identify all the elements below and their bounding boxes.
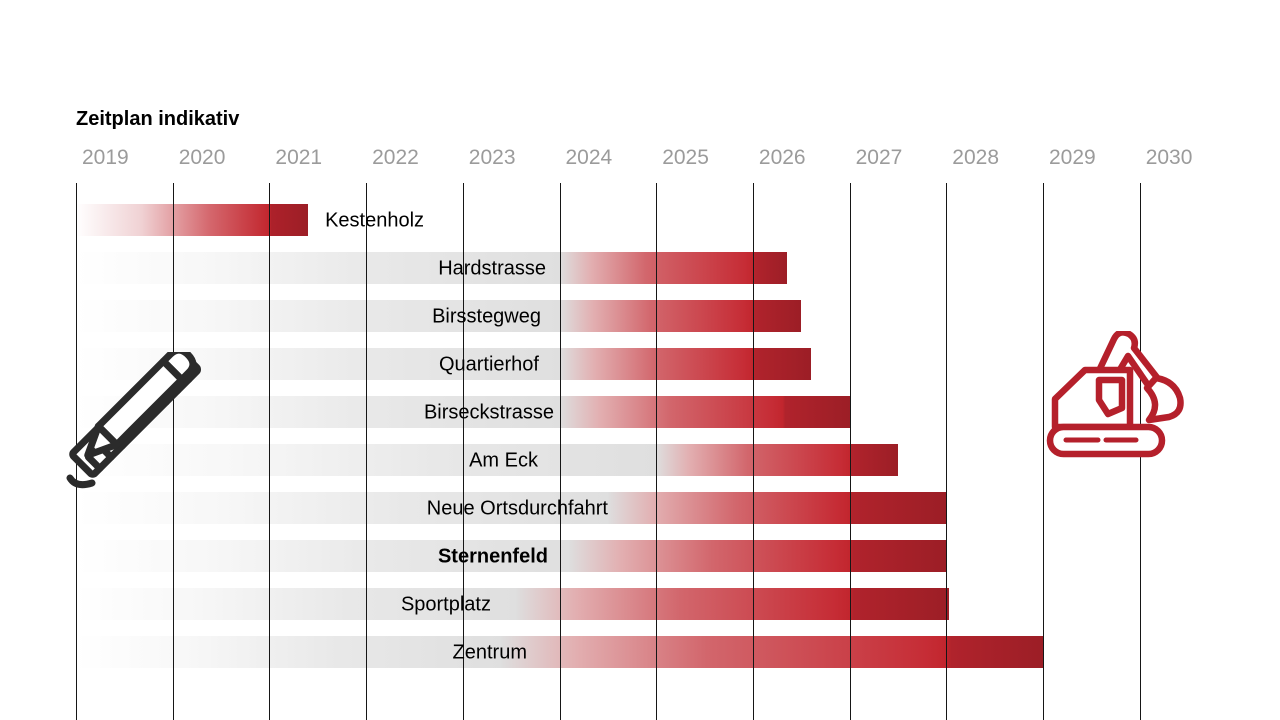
excavator-icon: [1046, 331, 1184, 458]
project-label: Sternenfeld: [437, 545, 548, 568]
year-label: 2024: [565, 146, 613, 169]
year-gridline: [366, 183, 368, 720]
project-label: Birsstegweg: [432, 305, 541, 328]
project-label: Birseckstrasse: [423, 401, 554, 424]
construction-bar: [559, 348, 811, 380]
project-label: Neue Ortsdurchfahrt: [426, 497, 608, 520]
construction-bar: [559, 252, 787, 284]
construction-bar: [607, 492, 947, 524]
chart-title: Zeitplan indikativ: [76, 108, 240, 130]
construction-bar: [76, 204, 309, 236]
construction-bar: [656, 444, 898, 476]
year-label: 2020: [178, 146, 226, 169]
project-label: Kestenholz: [325, 209, 425, 232]
year-label: 2027: [855, 146, 903, 169]
construction-bar: [501, 636, 1043, 668]
year-gridline: [1043, 183, 1044, 720]
project-label: Zentrum: [452, 641, 527, 664]
project-label: Hardstrasse: [438, 257, 546, 280]
project-label: Quartierhof: [438, 353, 539, 376]
planning-bar: [76, 540, 570, 572]
year-gridline: [849, 183, 851, 720]
project-label: Am Eck: [469, 449, 538, 472]
year-gridline: [656, 183, 658, 720]
construction-bar: [569, 540, 947, 572]
year-gridline: [559, 183, 561, 720]
planning-bar: [76, 300, 560, 332]
pencil-ruler-icon: [66, 352, 202, 489]
year-label: 2021: [275, 146, 323, 169]
construction-bar: [515, 588, 950, 620]
planning-bar: [76, 252, 560, 284]
planning-bar: [76, 588, 516, 620]
year-label: 2029: [1049, 146, 1096, 169]
year-label: 2023: [468, 146, 516, 169]
construction-bar: [559, 396, 850, 428]
planning-bar: [76, 636, 502, 668]
project-label: Sportplatz: [400, 593, 491, 616]
year-label: 2025: [662, 146, 709, 169]
year-gridline: [269, 183, 271, 720]
year-label: 2028: [952, 146, 1000, 169]
year-label: 2022: [372, 146, 419, 169]
construction-bar: [559, 300, 802, 332]
year-label: 2026: [758, 146, 806, 169]
year-gridline: [946, 183, 948, 720]
year-gridline: [752, 183, 754, 720]
year-label: 2030: [1145, 146, 1193, 169]
planning-bar: [76, 492, 608, 524]
year-gridline: [172, 183, 174, 720]
year-label: 2019: [82, 146, 129, 169]
year-gridline: [462, 183, 464, 720]
